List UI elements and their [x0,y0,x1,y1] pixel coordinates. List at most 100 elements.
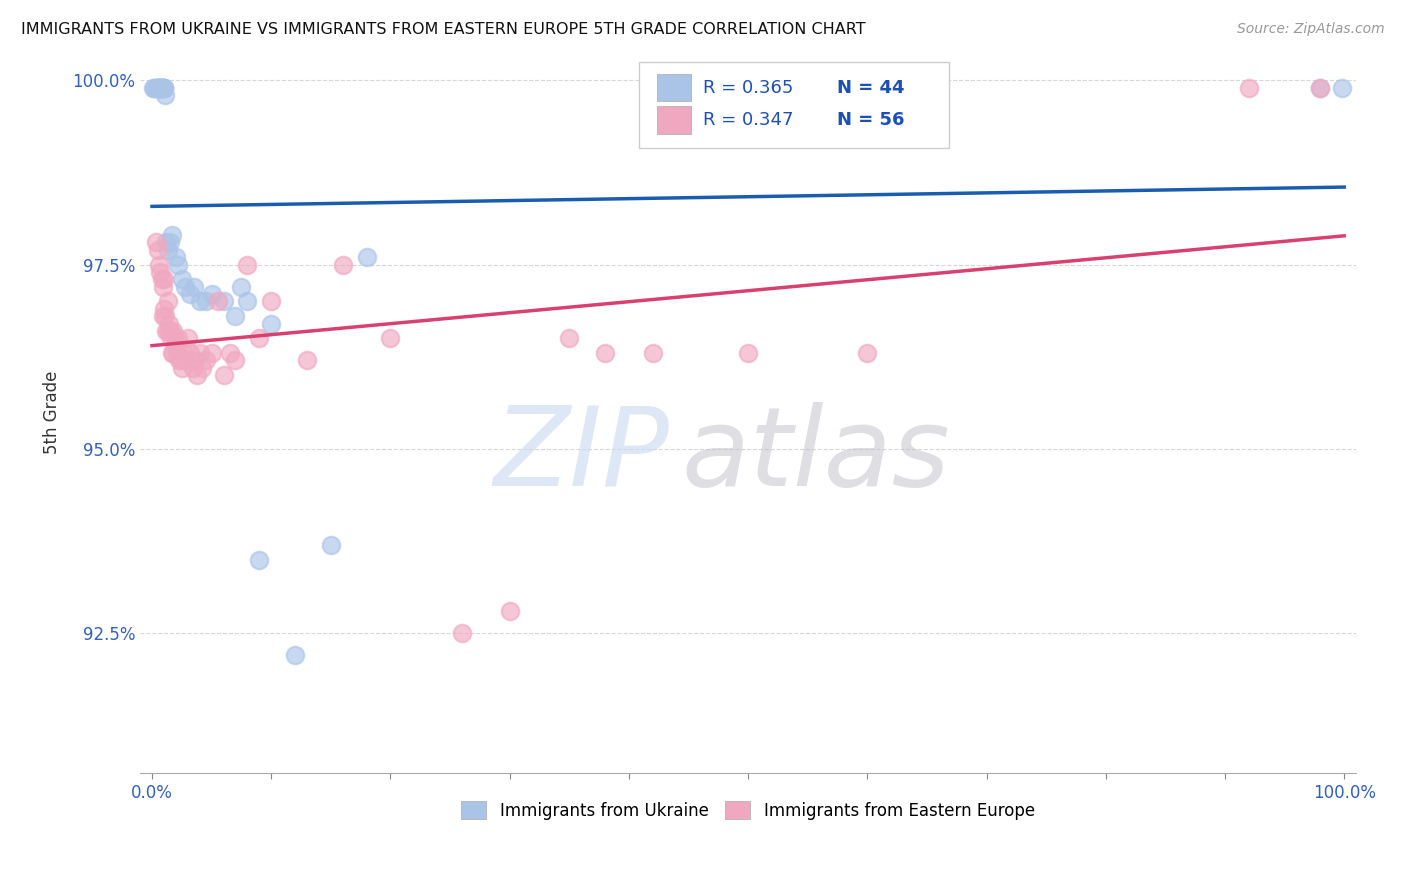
Point [159,324,181,338]
Point [247,552,270,566]
Point [153,80,176,95]
Point [153,272,176,286]
Point [183,279,205,293]
Point [184,353,207,368]
Point [260,294,283,309]
Point [451,626,474,640]
Point [156,243,179,257]
Point [207,294,229,309]
Text: N = 44: N = 44 [837,78,904,96]
Point [167,331,190,345]
Point [201,346,224,360]
Point [247,331,270,345]
Point [153,80,176,95]
Text: N = 56: N = 56 [837,112,904,129]
Point [153,87,176,102]
Point [1237,80,1260,95]
Point [356,250,378,264]
Point [194,294,217,309]
Point [148,80,170,95]
Point [593,346,616,360]
Point [181,360,204,375]
Point [179,287,201,301]
Text: IMMIGRANTS FROM UKRAINE VS IMMIGRANTS FROM EASTERN EUROPE 5TH GRADE CORRELATION : IMMIGRANTS FROM UKRAINE VS IMMIGRANTS FR… [21,22,866,37]
Point [156,294,179,309]
Point [380,331,402,345]
Point [152,80,174,95]
Point [149,80,172,95]
Point [146,80,169,95]
Point [145,235,167,250]
Point [150,80,173,95]
Point [231,279,253,293]
Point [152,80,174,95]
Point [149,80,172,95]
Point [146,80,169,95]
Point [166,346,188,360]
Point [174,279,197,293]
Point [162,346,184,360]
Point [153,301,176,316]
Point [165,339,187,353]
Point [157,317,180,331]
Text: R = 0.365: R = 0.365 [703,78,793,96]
Point [260,317,283,331]
Point [145,80,167,95]
Point [142,80,165,95]
Point [295,353,318,368]
Point [1330,80,1353,95]
Point [150,272,173,286]
Point [156,324,179,338]
Text: R = 0.347: R = 0.347 [703,112,793,129]
Point [194,353,217,368]
Point [169,353,191,368]
Point [212,294,235,309]
Point [1309,80,1331,95]
Point [177,331,200,345]
Point [155,235,177,250]
Point [558,331,581,345]
Point [143,80,166,95]
Point [319,538,342,552]
Point [149,265,172,279]
Point [1309,80,1331,95]
Point [165,250,187,264]
Point [201,287,224,301]
Point [148,80,170,95]
Point [159,235,181,250]
Point [153,80,176,95]
Point [284,648,307,663]
Point [149,80,172,95]
FancyBboxPatch shape [638,62,949,148]
FancyBboxPatch shape [657,106,690,134]
Point [332,258,354,272]
Point [179,346,201,360]
Point [236,258,259,272]
Point [641,346,664,360]
Point [153,309,176,323]
Point [191,360,214,375]
Point [146,243,169,257]
Point [170,360,193,375]
Point [224,353,246,368]
Point [162,346,184,360]
Point [155,324,177,338]
Point [218,346,240,360]
Point [224,309,246,323]
Point [152,309,174,323]
Point [236,294,259,309]
Point [160,331,183,345]
Point [162,324,184,338]
Point [188,294,211,309]
Point [170,272,193,286]
FancyBboxPatch shape [657,74,690,102]
Point [188,346,211,360]
Point [498,604,520,618]
Point [152,279,174,293]
Point [163,331,186,345]
Text: atlas: atlas [682,402,950,509]
Point [174,353,197,368]
Point [146,80,169,95]
Point [169,353,191,368]
Point [148,80,170,95]
